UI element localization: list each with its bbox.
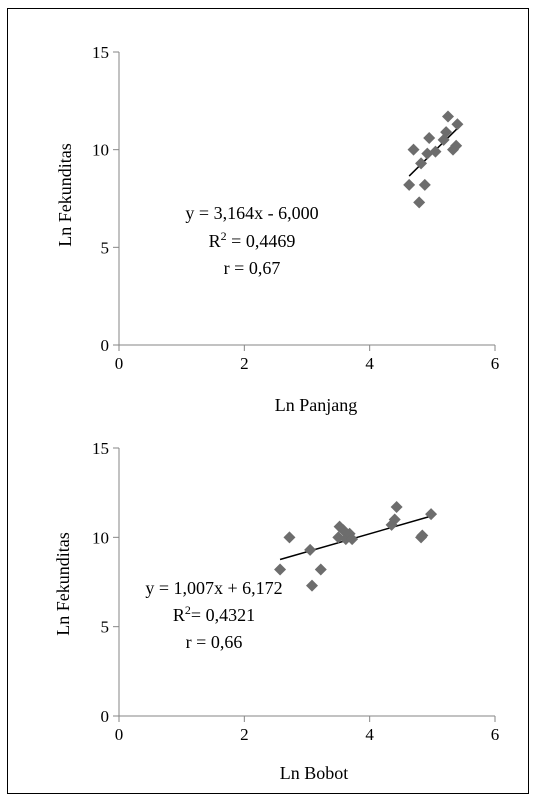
chart-2-point-1 <box>283 531 296 544</box>
chart-1-point-7 <box>429 145 442 158</box>
chart-2-y-tick-label-0: 0 <box>101 707 110 726</box>
chart-1-point-9 <box>440 126 453 139</box>
chart-2-point-3 <box>306 579 319 592</box>
chart-2-x-tick-label-2: 4 <box>365 725 374 744</box>
chart-2-r-value: r = 0,66 <box>186 632 243 652</box>
chart-1-point-2 <box>413 196 426 209</box>
chart-1-x-tick-label-1: 2 <box>240 354 249 373</box>
chart-1-y-axis-title: Ln Fekunditas <box>55 143 75 247</box>
chart-2-r-squared: R2= 0,4321 <box>173 603 255 625</box>
chart-2-equation: y = 1,007x + 6,172 <box>145 578 282 598</box>
chart-2-point-4 <box>314 563 327 576</box>
chart-2-point-13 <box>390 500 403 513</box>
chart-2-y-tick-label-1: 5 <box>101 618 110 637</box>
chart-2-point-2 <box>304 543 317 556</box>
chart-1-y-tick-label-3: 15 <box>92 43 109 62</box>
chart-1-point-0 <box>403 178 416 191</box>
chart-2-point-15 <box>416 529 429 542</box>
chart-1-x-axis-title: Ln Panjang <box>275 395 358 415</box>
chart-1-equation: y = 3,164x - 6,000 <box>185 203 318 223</box>
chart-1-points <box>403 110 464 209</box>
chart-1-point-4 <box>418 178 431 191</box>
chart-1-r-value: r = 0,67 <box>224 258 281 278</box>
chart-2-axes: 0 5 10 15 0 2 4 6 <box>92 439 499 744</box>
chart-2-x-tick-label-0: 0 <box>115 725 124 744</box>
chart-1-y-tick-label-1: 5 <box>101 238 110 257</box>
chart-1-x-tick-label-3: 6 <box>491 354 500 373</box>
chart-1-point-10 <box>442 110 454 123</box>
chart-1-y-tick-label-2: 10 <box>92 141 109 160</box>
chart-1-point-13 <box>451 118 464 131</box>
chart-2-x-axis-title: Ln Bobot <box>280 763 349 783</box>
chart-2-points <box>274 500 438 592</box>
chart-1-point-1 <box>407 143 420 156</box>
chart-ln-bobot: 0 5 10 15 0 2 4 6 Ln Bobot Ln Fekunditas y = 1,… <box>53 439 499 783</box>
chart-2-y-axis-title: Ln Fekunditas <box>53 532 73 636</box>
chart-1-point-6 <box>423 131 436 144</box>
chart-2-point-12 <box>388 513 401 526</box>
chart-1-x-tick-label-0: 0 <box>115 354 124 373</box>
chart-2-x-tick-label-1: 2 <box>240 725 249 744</box>
chart-1-point-12 <box>450 139 463 152</box>
chart-2-point-16 <box>425 508 438 521</box>
chart-1-axes: 0 5 10 15 0 2 4 6 <box>92 43 499 373</box>
chart-2-x-tick-label-3: 6 <box>491 725 500 744</box>
chart-2-y-tick-label-2: 10 <box>92 528 109 547</box>
chart-1-r-squared: R2 = 0,4469 <box>209 229 296 251</box>
chart-1-x-tick-label-2: 4 <box>365 354 374 373</box>
chart-2-point-0 <box>274 563 287 576</box>
chart-1-point-5 <box>421 147 434 160</box>
chart-2-point-10 <box>346 533 359 546</box>
chart-2-y-tick-label-3: 15 <box>92 439 109 458</box>
chart-ln-panjang: 0 5 10 15 0 2 4 6 Ln Panjang Ln Fekunditas y = … <box>55 43 499 415</box>
chart-1-point-3 <box>415 157 428 170</box>
chart-1-y-tick-label-0: 0 <box>101 336 110 355</box>
